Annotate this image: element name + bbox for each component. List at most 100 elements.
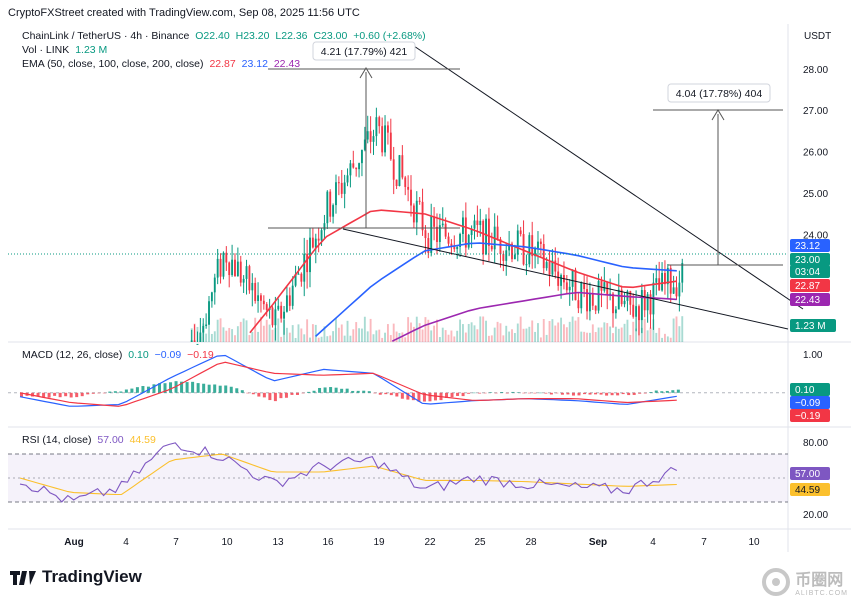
ohlc-change: +0.60 (+2.68%) bbox=[353, 30, 426, 42]
volume-bar bbox=[236, 326, 239, 342]
macd-histogram-bar bbox=[483, 392, 487, 394]
price-badge-label: 22.43 bbox=[795, 295, 820, 306]
tradingview-logo[interactable]: TradingView bbox=[10, 567, 142, 587]
candle-body bbox=[441, 223, 444, 226]
macd-histogram-bar bbox=[307, 391, 311, 393]
macd-histogram-bar bbox=[660, 391, 664, 393]
macd-histogram-bar bbox=[566, 392, 570, 395]
candle-body bbox=[361, 149, 363, 164]
candle-body bbox=[277, 305, 280, 310]
candle-body bbox=[669, 267, 672, 294]
volume-bar bbox=[655, 332, 658, 342]
candle-body bbox=[516, 230, 519, 255]
macd-histogram-bar bbox=[334, 387, 338, 393]
candle-body bbox=[245, 266, 248, 279]
volume-bar bbox=[640, 327, 643, 342]
volume-bar bbox=[666, 336, 669, 342]
chart-frame[interactable]: 4.21 (17.79%) 421 4.04 (17.78%) 404 28.00… bbox=[8, 24, 851, 552]
candle-body bbox=[537, 241, 539, 249]
volume-bar bbox=[386, 324, 389, 342]
volume-bar bbox=[346, 320, 349, 342]
candle-body bbox=[389, 132, 392, 160]
candle-body bbox=[640, 290, 643, 321]
volume-bar bbox=[231, 329, 234, 342]
volume-bar bbox=[199, 336, 202, 342]
macd-line bbox=[19, 354, 677, 407]
chart-svg[interactable]: 4.21 (17.79%) 421 4.04 (17.78%) 404 28.00… bbox=[8, 24, 851, 552]
candle-body bbox=[392, 159, 395, 180]
volume-bar bbox=[427, 319, 430, 342]
macd-histogram-bar bbox=[345, 388, 349, 393]
candle-body bbox=[632, 304, 635, 317]
candle-body bbox=[401, 155, 404, 178]
volume-bar bbox=[300, 328, 303, 342]
lower-trendline bbox=[342, 228, 789, 330]
candle-body bbox=[528, 235, 531, 265]
volume-bar bbox=[467, 323, 470, 342]
macd-histogram-bar bbox=[384, 392, 388, 395]
macd-histogram-bar bbox=[157, 383, 161, 393]
macd-badge-label: −0.09 bbox=[795, 398, 821, 409]
candle-body bbox=[577, 300, 580, 309]
candle-body bbox=[219, 258, 222, 277]
volume-bar bbox=[456, 330, 459, 342]
macd-histogram-bar bbox=[69, 392, 73, 398]
candle-body bbox=[603, 282, 606, 291]
rsi-badge bbox=[790, 467, 830, 480]
rsi-tick-label: 80.00 bbox=[803, 438, 828, 449]
ohlc-low: L22.36 bbox=[275, 30, 308, 42]
macd-histogram-bar bbox=[522, 392, 526, 394]
volume-badge-label: 1.23 M bbox=[795, 321, 826, 332]
macd-histogram-bar bbox=[86, 392, 90, 395]
volume-bar bbox=[291, 325, 294, 342]
volume-bar bbox=[551, 319, 554, 342]
candle-body bbox=[580, 283, 583, 309]
volume-bar bbox=[381, 337, 384, 342]
macd-histogram-bar bbox=[577, 392, 581, 396]
macd-histogram-bar bbox=[102, 392, 106, 394]
macd-histogram-bar bbox=[169, 382, 173, 393]
macd-histogram-bar bbox=[516, 392, 520, 393]
measure-arrowhead-1 bbox=[359, 67, 373, 79]
macd-histogram-bar bbox=[373, 392, 377, 394]
volume-bar bbox=[542, 319, 545, 342]
price-badge bbox=[790, 265, 830, 278]
candle-body bbox=[557, 271, 560, 286]
candle-body bbox=[664, 272, 666, 285]
candle-body bbox=[190, 340, 193, 342]
macd-histogram-bar bbox=[42, 392, 46, 398]
time-tick-label: 4 bbox=[650, 537, 656, 548]
candle-body bbox=[620, 289, 623, 305]
candle-body bbox=[522, 234, 525, 265]
volume-bar bbox=[539, 337, 542, 342]
macd-histogram-bar bbox=[367, 391, 371, 393]
candle-body bbox=[418, 200, 421, 202]
volume-bar bbox=[600, 327, 603, 342]
macd-histogram-bar bbox=[329, 387, 333, 393]
volume-bar bbox=[216, 319, 219, 342]
volume-bar bbox=[407, 317, 410, 342]
volume-bar bbox=[260, 316, 262, 342]
candle-body bbox=[314, 238, 317, 248]
rsi-tick-label: 20.00 bbox=[803, 510, 828, 521]
volume-bar bbox=[646, 330, 649, 342]
candle-body bbox=[473, 220, 476, 229]
volume-bar bbox=[591, 324, 594, 342]
macd-histogram-bar bbox=[284, 392, 288, 398]
volume-bar bbox=[473, 325, 476, 342]
macd-histogram-bar bbox=[560, 392, 564, 395]
macd-histogram-bar bbox=[621, 392, 625, 395]
macd-histogram-bar bbox=[654, 390, 658, 393]
volume-bar bbox=[392, 323, 395, 342]
candle-body bbox=[384, 125, 386, 153]
candle-body bbox=[248, 266, 251, 291]
volume-bar bbox=[519, 316, 522, 342]
macd-histogram-bar bbox=[610, 392, 614, 396]
volume-bar bbox=[257, 331, 260, 342]
candle-body bbox=[539, 241, 542, 244]
price-badge-label: 23.00 bbox=[795, 255, 820, 266]
volume-bar bbox=[594, 332, 597, 342]
macd-histogram-bar bbox=[257, 392, 261, 397]
macd-histogram-bar bbox=[538, 392, 542, 394]
candle-body bbox=[262, 300, 265, 305]
